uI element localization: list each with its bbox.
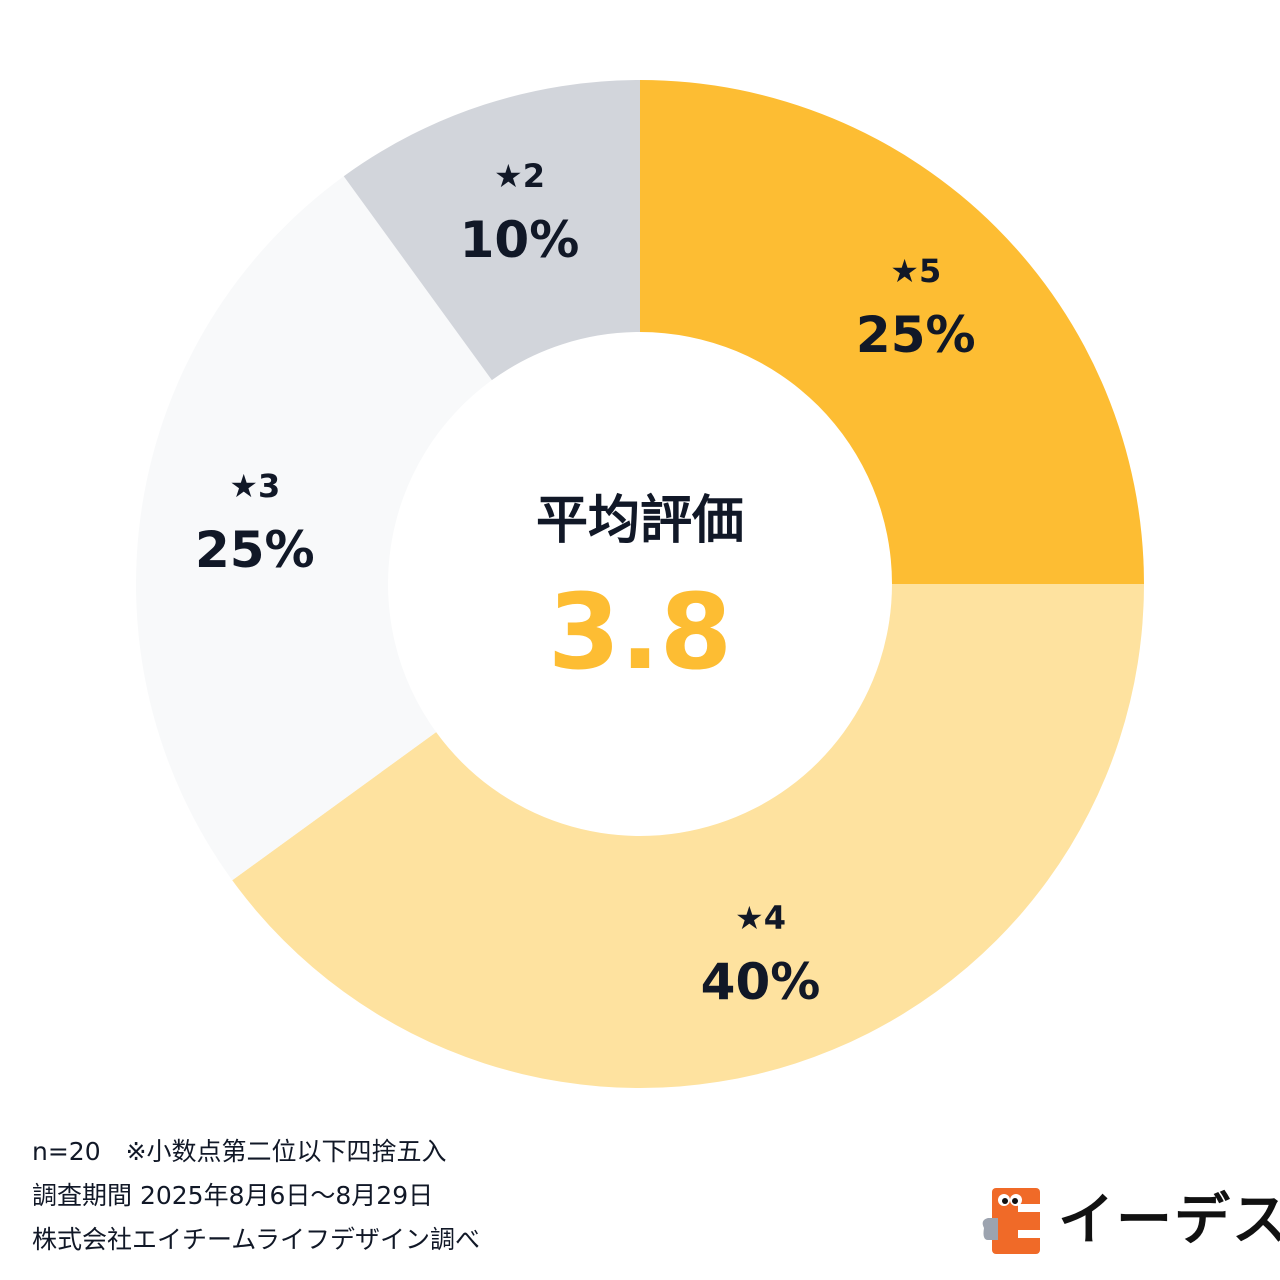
donut-slice-3 <box>136 176 492 881</box>
slice-value-label: 25% <box>856 306 976 364</box>
footnote-survey-period: 調査期間 2025年8月6日～8月29日 <box>32 1181 434 1210</box>
slice-category-label: ★4 <box>735 899 786 937</box>
slice-labels: ★5 25% ★4 40% ★3 25% ★2 10% <box>195 157 976 1011</box>
donut-slice-1 <box>640 80 1144 584</box>
donut-slices <box>136 80 1144 1089</box>
center-average-value: 3.8 <box>548 571 732 693</box>
footnote-source: 株式会社エイチームライフデザイン調べ <box>32 1225 481 1254</box>
donut-slice-2 <box>232 584 1144 1089</box>
center-title: 平均評価 <box>536 491 744 551</box>
slice-value-label: 10% <box>460 211 580 269</box>
slice-value-label: 25% <box>195 521 315 579</box>
idesu-logo: イーデス <box>978 1184 1280 1260</box>
donut-slice-4 <box>343 80 640 381</box>
slice-category-label: ★3 <box>229 467 280 505</box>
idesu-mascot-icon <box>982 1188 1040 1254</box>
idesu-logo-text: イーデス <box>1058 1188 1280 1253</box>
slice-value-label: 40% <box>701 953 821 1011</box>
slice-category-label: ★5 <box>890 252 941 290</box>
slice-category-label: ★2 <box>494 157 545 195</box>
footnote-sample-size: n=20 ※小数点第二位以下四捨五入 <box>32 1137 447 1166</box>
